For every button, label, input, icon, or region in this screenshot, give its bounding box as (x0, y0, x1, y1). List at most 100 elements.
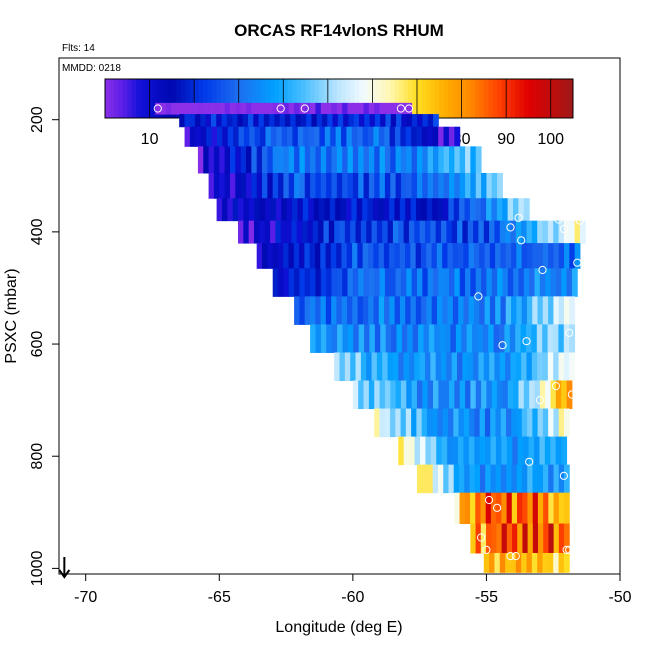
heatmap-cell (442, 296, 449, 325)
heatmap-cell (288, 146, 295, 174)
heatmap-cell (274, 114, 281, 128)
colorbar-cell (523, 79, 529, 118)
colorbar-cell (296, 79, 302, 118)
heatmap-cell (319, 126, 326, 147)
colorbar-cell (385, 79, 391, 118)
heatmap-cell (534, 268, 541, 297)
colorbar-cell (532, 79, 538, 118)
heatmap-cell (314, 243, 321, 269)
colorbar-cell (113, 79, 119, 118)
heatmap-cell (358, 380, 365, 410)
heatmap-cell (427, 380, 434, 410)
colorbar-cell (372, 79, 378, 118)
heatmap-cell (521, 220, 527, 244)
colorbar-cell (180, 79, 186, 118)
colorbar-cell (497, 79, 503, 118)
heatmap-cell (256, 146, 263, 174)
chart-title: ORCAS RF14vlonS RHUM (234, 21, 444, 40)
heatmap-cell (352, 102, 359, 115)
heatmap-cell (563, 220, 570, 244)
colorbar-cell (207, 79, 213, 118)
colorbar-cell (149, 79, 155, 118)
heatmap-cell (416, 408, 423, 438)
heatmap-cell (409, 436, 416, 466)
heatmap-cell (483, 552, 490, 573)
heatmap-cell (411, 268, 418, 297)
heatmap-cell (309, 243, 316, 269)
heatmap-cell (453, 408, 460, 438)
heatmap-cell (384, 268, 391, 297)
heatmap-cell (431, 243, 438, 269)
heatmap-cell (526, 243, 533, 269)
heatmap-cell (421, 126, 428, 147)
heatmap-cell (270, 126, 277, 147)
heatmap-cell (427, 172, 434, 199)
heatmap-cell (416, 172, 423, 199)
heatmap-cell (417, 114, 423, 128)
colorbar-cell (408, 79, 413, 118)
heatmap-cell (328, 220, 335, 244)
heatmap-cell (341, 296, 348, 325)
heatmap-cell (224, 172, 231, 199)
heatmap-cell (337, 324, 343, 353)
date-note: MMDD: 0218 (62, 63, 121, 74)
heatmap-cell (315, 296, 322, 325)
observation-point (562, 545, 571, 555)
heatmap-cell (486, 380, 493, 410)
colorbar-cell (140, 79, 146, 118)
heatmap-cell (368, 126, 374, 147)
heatmap-cell (516, 296, 523, 325)
observation-point (551, 382, 561, 391)
heatmap-cell (203, 146, 210, 174)
colorbar-cell (127, 79, 133, 118)
heatmap-cell (418, 324, 424, 353)
heatmap-cell (500, 408, 507, 438)
heatmap-cell (542, 243, 549, 269)
colorbar-cell (483, 79, 489, 118)
heatmap-cell (197, 146, 204, 174)
heatmap-cell (422, 380, 429, 410)
heatmap-cell (561, 380, 568, 410)
colorbar-cell (278, 79, 284, 118)
heatmap-cell (542, 408, 549, 438)
heatmap-cell (482, 324, 489, 353)
heatmap-cell (485, 436, 492, 466)
colorbar-cell (243, 79, 249, 118)
heatmap-cell (334, 352, 340, 381)
heatmap-cell (432, 408, 438, 438)
heatmap-cell (548, 523, 555, 554)
heatmap-cell (506, 464, 512, 494)
heatmap-cell (441, 220, 447, 244)
heatmap-cell (310, 324, 317, 353)
heatmap-cell (272, 172, 279, 199)
heatmap-cell (436, 436, 443, 466)
heatmap-cell (376, 352, 383, 381)
heatmap-cell (537, 352, 544, 381)
heatmap-cell (434, 324, 441, 353)
heatmap-cell (449, 146, 455, 174)
colorbar-cell (457, 79, 462, 118)
heatmap-cell (504, 324, 511, 353)
heatmap-cell (472, 324, 478, 353)
heatmap-cell (165, 102, 172, 115)
heatmap-cell (208, 102, 215, 115)
heatmap-cell (486, 523, 492, 554)
colorbar-cell (203, 79, 208, 118)
heatmap-cell (522, 523, 529, 554)
heatmap-cell (352, 296, 359, 325)
heatmap-cell (363, 380, 370, 410)
heatmap-cell (368, 146, 375, 174)
heatmap-cell (387, 352, 394, 381)
heatmap-cell (336, 243, 342, 269)
heatmap-cell (379, 172, 386, 199)
colorbar-cell (256, 79, 262, 118)
heatmap-cell (464, 198, 471, 222)
heatmap-cell (371, 352, 378, 381)
heatmap-cell (443, 380, 450, 410)
heatmap-cell (564, 296, 570, 325)
heatmap-cell (219, 102, 226, 115)
heatmap-cell (219, 146, 226, 174)
heatmap-cell (384, 408, 391, 438)
heatmap-cell (200, 126, 207, 147)
heatmap-cell (579, 220, 586, 244)
